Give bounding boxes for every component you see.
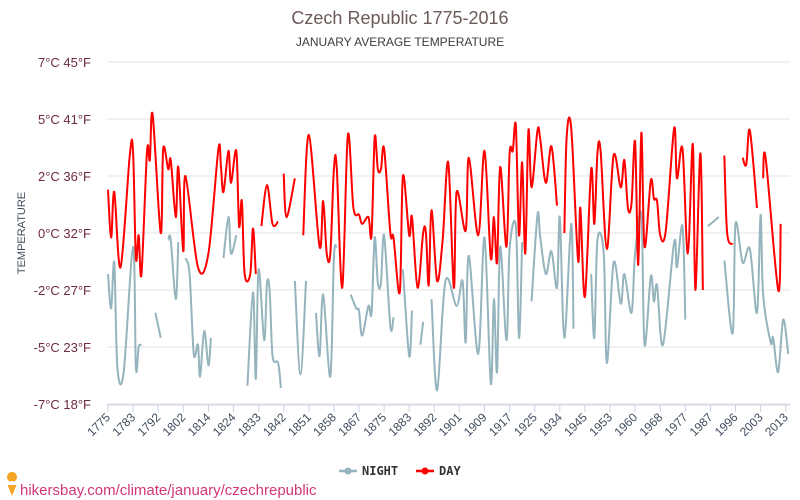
y-axis-title: TEMPERATURE (16, 192, 28, 274)
pin-dot (10, 481, 14, 485)
x-tick-label: 1996 (712, 410, 741, 439)
y-tick-label: -7°C 18°F (34, 397, 91, 412)
chart-title: Czech Republic 1775-2016 (291, 8, 508, 28)
x-tick-label: 1934 (536, 410, 565, 439)
x-tick-label: 1814 (185, 410, 214, 439)
y-axis: 7°C 45°F 5°C 41°F 2°C 36°F 0°C 32°F -2°C 27°… (34, 55, 91, 412)
night-line-segment (349, 233, 395, 337)
day-line-segment (260, 184, 279, 228)
x-tick-label: 1792 (135, 410, 164, 439)
night-line-segment (154, 312, 162, 339)
y-tick-label: 2°C 36°F (38, 169, 91, 184)
x-tick-label: 1783 (109, 410, 138, 439)
x-tick-label: 1875 (360, 410, 389, 439)
x-tick-label: 1917 (486, 410, 515, 439)
x-tick-label: 1953 (586, 410, 615, 439)
y-tick-label: 0°C 32°F (38, 226, 91, 241)
day-line-segment (723, 155, 734, 246)
x-tick-label: 2003 (737, 410, 766, 439)
x-tick-label: 1842 (260, 410, 289, 439)
y-tick-label: -2°C 27°F (34, 283, 91, 298)
legend-item-day[interactable]: DAY (416, 464, 461, 478)
location-pin-icon (7, 472, 18, 496)
legend-day-label: DAY (439, 464, 461, 478)
x-tick-label: 1909 (461, 410, 490, 439)
footer-link[interactable]: hikersbay.com/climate/january/czechrepub… (7, 472, 317, 499)
legend: NIGHT DAY (339, 464, 461, 478)
x-tick-label: 1775 (84, 410, 113, 439)
x-tick-label: 1977 (662, 410, 691, 439)
legend-night-marker (344, 467, 352, 475)
legend-item-night[interactable]: NIGHT (339, 464, 398, 478)
x-tick-label: 1802 (160, 410, 189, 439)
x-tick-label: 1883 (386, 410, 415, 439)
night-line-segment (723, 213, 790, 374)
night-line-segment (419, 321, 425, 345)
x-tick-label: 1892 (411, 410, 440, 439)
footer-link-text[interactable]: hikersbay.com/climate/january/czechrepub… (20, 482, 317, 499)
day-line-segment (741, 128, 759, 209)
night-line-segment (707, 216, 720, 227)
day-line-segment (282, 173, 296, 219)
chart-subtitle: JANUARY AVERAGE TEMPERATURE (296, 35, 504, 49)
y-tick-label: -5°C 23°F (34, 340, 91, 355)
night-line-segment (246, 268, 282, 389)
x-tick-label: 1867 (335, 410, 364, 439)
x-tick-label: 1851 (285, 410, 314, 439)
series-day (107, 111, 782, 298)
night-line-segment (314, 243, 338, 378)
night-line-segment (401, 269, 413, 358)
series-lines (107, 111, 790, 392)
x-tick-label: 1901 (436, 410, 465, 439)
day-line-segment (563, 116, 704, 298)
night-line-segment (167, 234, 180, 301)
night-line-segment (107, 245, 143, 386)
x-tick-label: 1987 (687, 410, 716, 439)
x-tick-label: 1925 (511, 410, 540, 439)
x-tick-label: 1858 (310, 410, 339, 439)
y-tick-label: 7°C 45°F (38, 55, 91, 70)
day-line-segment (762, 151, 782, 293)
night-line-segment (430, 219, 524, 392)
night-line-segment (530, 211, 575, 339)
x-tick-label: 1824 (210, 410, 239, 439)
x-tick-label: 1945 (561, 410, 590, 439)
x-axis: 1775178317921802181418241833184218511858… (84, 404, 791, 439)
x-tick-label: 1960 (611, 410, 640, 439)
legend-night-label: NIGHT (362, 464, 398, 478)
day-line-segment (302, 121, 559, 295)
legend-day-marker (421, 467, 429, 475)
day-line-segment (107, 111, 257, 283)
x-tick-label: 2013 (762, 410, 791, 439)
night-line-segment (293, 280, 308, 376)
x-tick-label: 1833 (235, 410, 264, 439)
night-line-segment (222, 216, 238, 259)
y-tick-label: 5°C 41°F (38, 112, 91, 127)
x-tick-label: 1968 (637, 410, 666, 439)
night-line-segment (184, 257, 212, 378)
